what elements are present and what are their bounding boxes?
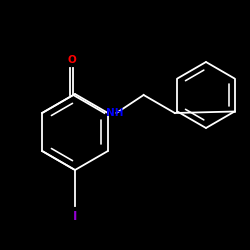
Text: I: I	[73, 210, 77, 223]
Text: NH: NH	[106, 108, 124, 118]
Text: O: O	[68, 55, 77, 65]
